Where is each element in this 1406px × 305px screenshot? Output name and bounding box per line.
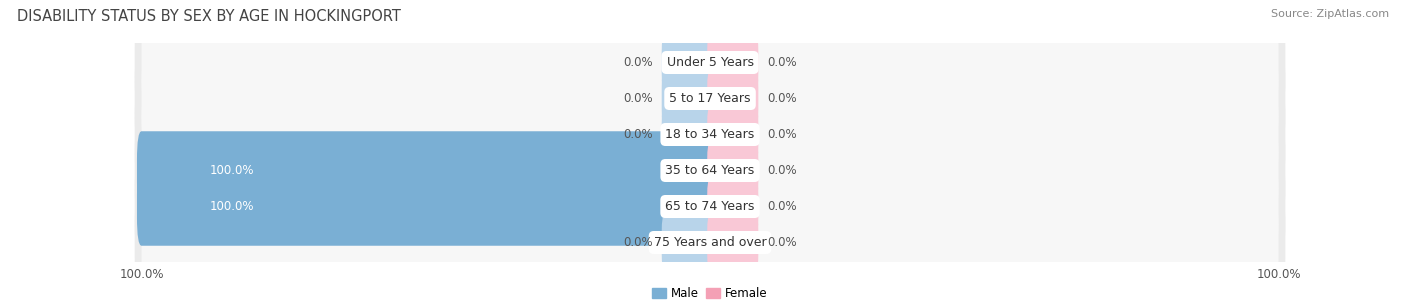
FancyBboxPatch shape: [662, 106, 713, 163]
FancyBboxPatch shape: [142, 156, 1278, 257]
FancyBboxPatch shape: [707, 142, 758, 199]
Text: 0.0%: 0.0%: [766, 128, 797, 141]
Text: Under 5 Years: Under 5 Years: [666, 56, 754, 69]
FancyBboxPatch shape: [136, 131, 714, 210]
FancyBboxPatch shape: [707, 178, 758, 235]
FancyBboxPatch shape: [707, 70, 758, 127]
Text: 0.0%: 0.0%: [766, 92, 797, 105]
FancyBboxPatch shape: [707, 106, 758, 163]
Text: DISABILITY STATUS BY SEX BY AGE IN HOCKINGPORT: DISABILITY STATUS BY SEX BY AGE IN HOCKI…: [17, 9, 401, 24]
Text: 0.0%: 0.0%: [623, 56, 654, 69]
Text: 65 to 74 Years: 65 to 74 Years: [665, 200, 755, 213]
Text: 0.0%: 0.0%: [623, 92, 654, 105]
Text: 0.0%: 0.0%: [766, 200, 797, 213]
Legend: Male, Female: Male, Female: [648, 282, 772, 305]
FancyBboxPatch shape: [135, 184, 1285, 301]
FancyBboxPatch shape: [135, 148, 1285, 265]
FancyBboxPatch shape: [136, 167, 714, 246]
FancyBboxPatch shape: [707, 34, 758, 91]
Text: 100.0%: 100.0%: [209, 200, 254, 213]
FancyBboxPatch shape: [135, 76, 1285, 193]
Text: 0.0%: 0.0%: [623, 236, 654, 249]
FancyBboxPatch shape: [142, 192, 1278, 292]
Text: 100.0%: 100.0%: [209, 164, 254, 177]
FancyBboxPatch shape: [662, 214, 713, 271]
FancyBboxPatch shape: [142, 120, 1278, 221]
Text: 5 to 17 Years: 5 to 17 Years: [669, 92, 751, 105]
FancyBboxPatch shape: [142, 13, 1278, 113]
Text: Source: ZipAtlas.com: Source: ZipAtlas.com: [1271, 9, 1389, 19]
Text: 0.0%: 0.0%: [623, 128, 654, 141]
Text: 0.0%: 0.0%: [766, 164, 797, 177]
Text: 0.0%: 0.0%: [766, 236, 797, 249]
FancyBboxPatch shape: [662, 70, 713, 127]
FancyBboxPatch shape: [142, 84, 1278, 185]
FancyBboxPatch shape: [142, 48, 1278, 149]
Text: 0.0%: 0.0%: [766, 56, 797, 69]
FancyBboxPatch shape: [135, 112, 1285, 229]
FancyBboxPatch shape: [662, 34, 713, 91]
FancyBboxPatch shape: [135, 40, 1285, 157]
FancyBboxPatch shape: [135, 4, 1285, 121]
Text: 18 to 34 Years: 18 to 34 Years: [665, 128, 755, 141]
Text: 75 Years and over: 75 Years and over: [654, 236, 766, 249]
Text: 35 to 64 Years: 35 to 64 Years: [665, 164, 755, 177]
FancyBboxPatch shape: [707, 214, 758, 271]
